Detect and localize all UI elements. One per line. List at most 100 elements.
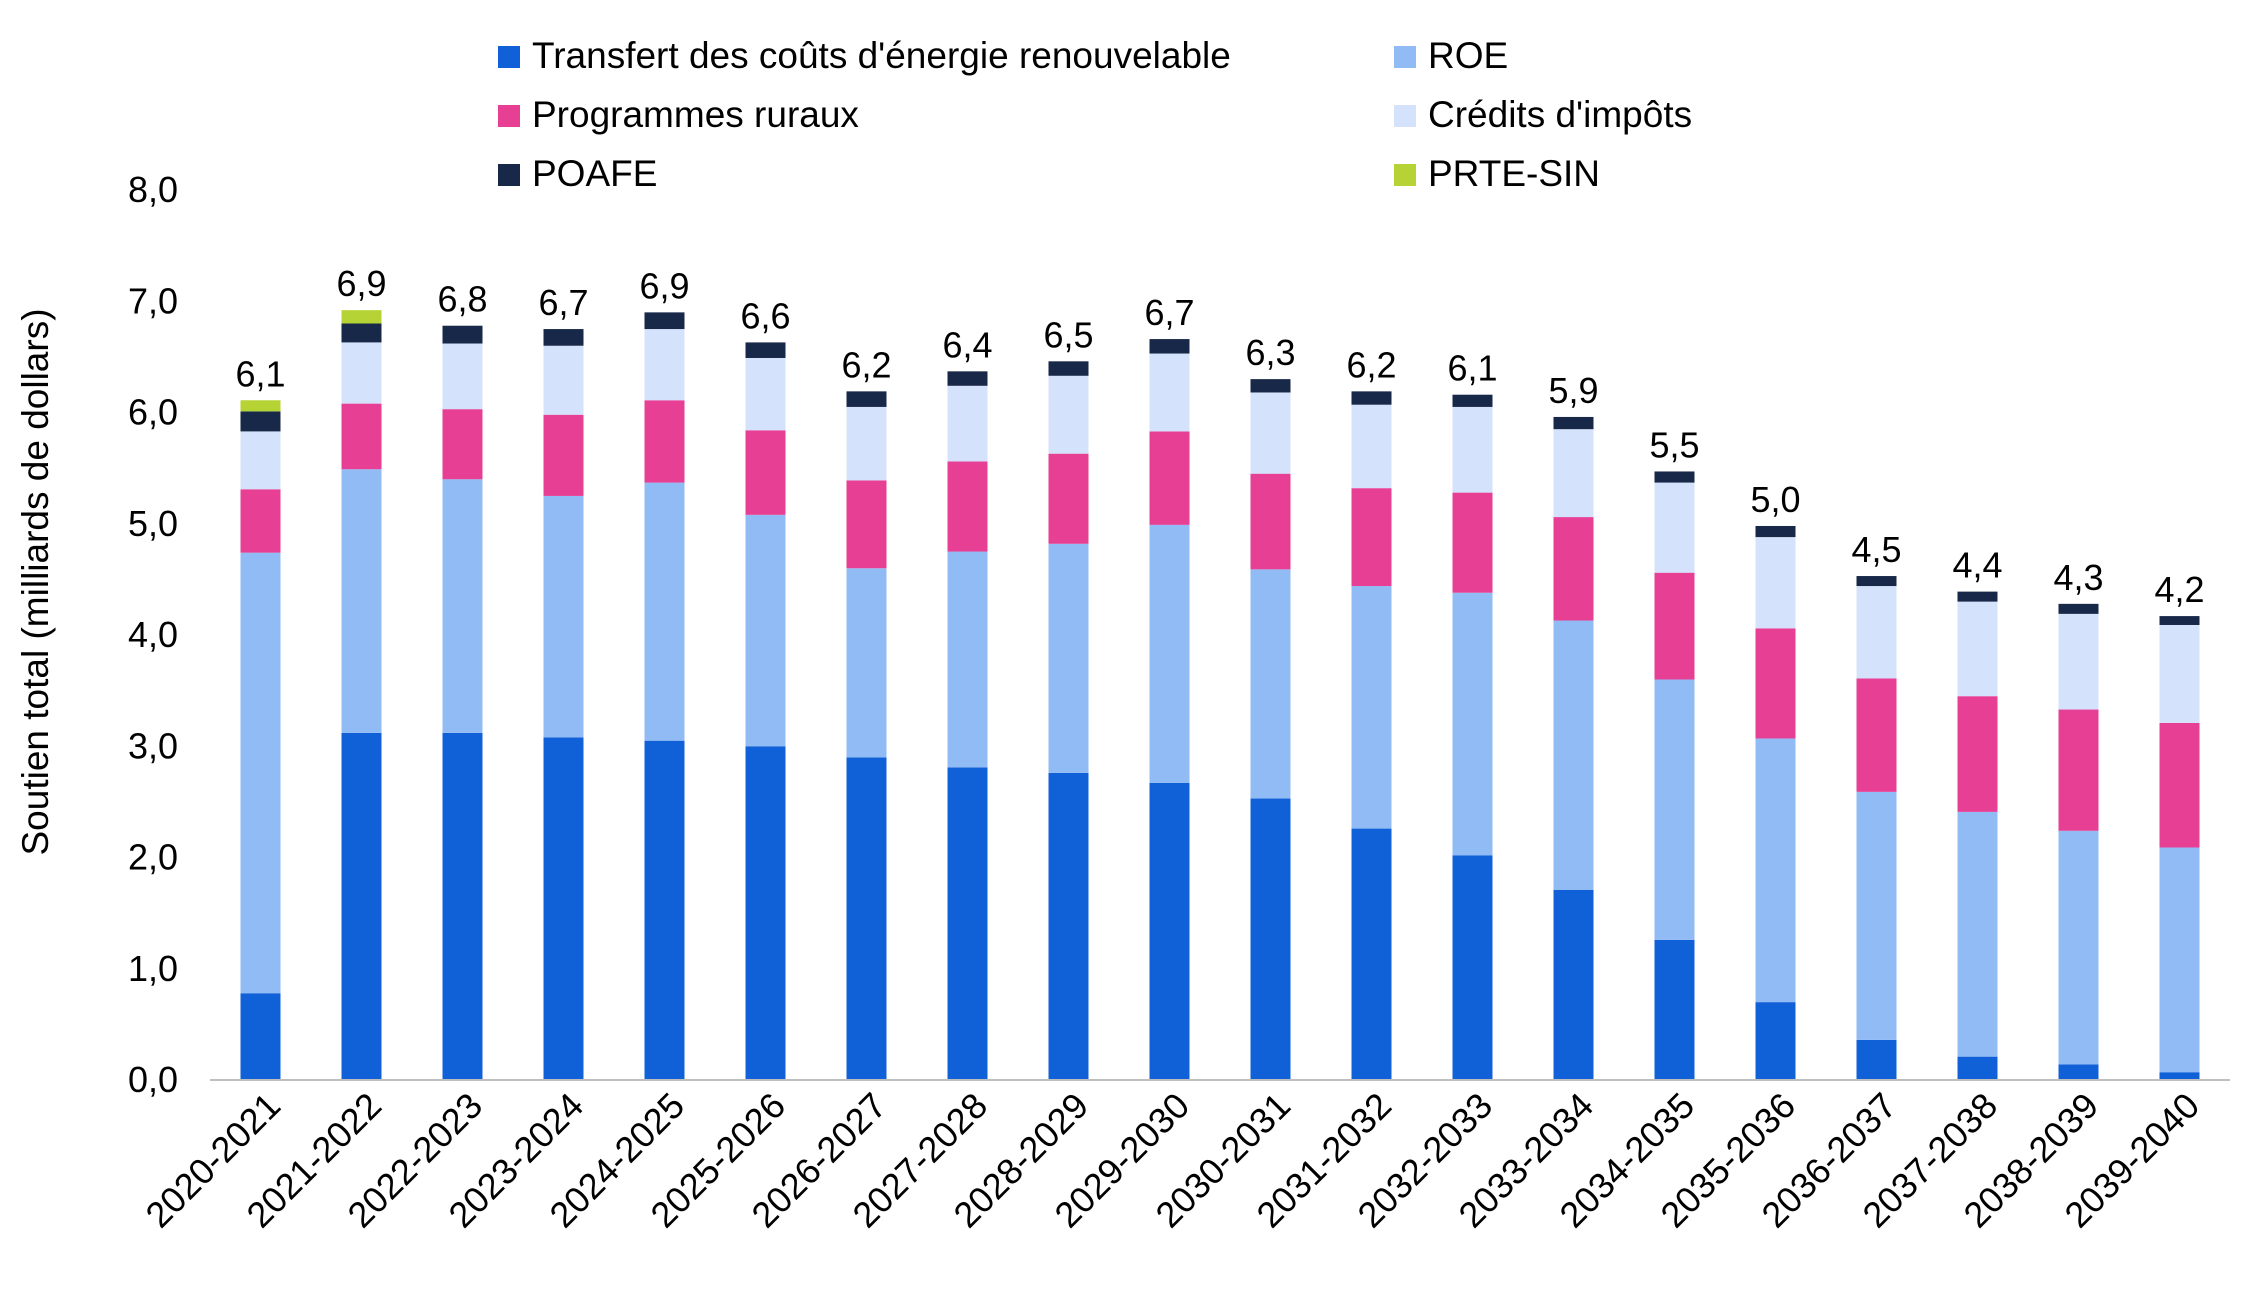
total-label: 5,5 [1649, 424, 1699, 465]
bar-stack-2038-2039 [2058, 603, 2099, 1080]
bar-segment-series-4 [1048, 361, 1089, 376]
bar-segment-series-3 [644, 329, 685, 401]
legend-label: Crédits d'impôts [1428, 94, 1692, 135]
total-label: 6,1 [1447, 348, 1497, 389]
bar-segment-series-0 [543, 737, 584, 1080]
total-labels: 6,1 6,9 6,8 6,7 6,9 6,6 6,2 6,4 6,5 6,7 6,3 6,2 6,1 5… [235, 263, 2204, 610]
total-label: 5,0 [1750, 479, 1800, 520]
bar-segment-series-1 [1452, 592, 1493, 856]
total-label: 6,3 [1245, 332, 1295, 373]
bar-segment-series-4 [442, 325, 483, 344]
legend-label: PRTE-SIN [1428, 153, 1600, 194]
bar-segment-series-3 [1250, 392, 1291, 474]
bar-segment-series-1 [240, 552, 281, 994]
total-label: 6,2 [1346, 344, 1396, 385]
bar-segment-series-0 [1654, 939, 1695, 1080]
bar-stack-2039-2040 [2159, 616, 2200, 1080]
bar-segment-series-4 [1856, 576, 1897, 587]
bar-segment-series-3 [1048, 375, 1089, 454]
y-tick-label: 4,0 [128, 614, 178, 655]
y-tick-label: 2,0 [128, 837, 178, 878]
y-axis-title: Soutien total (milliards de dollars) [15, 308, 56, 855]
bar-segment-series-5 [341, 310, 382, 324]
bar-stack-2026-2027 [846, 391, 887, 1080]
legend-item: PRTE-SIN [1394, 153, 1600, 194]
y-tick-label: 8,0 [128, 169, 178, 210]
bar-segment-series-3 [341, 342, 382, 404]
bar-segment-series-1 [341, 469, 382, 733]
bar-stack-2027-2028 [947, 371, 988, 1080]
total-label: 6,5 [1043, 314, 1093, 355]
bar-segment-series-2 [1856, 678, 1897, 792]
legend-item: Transfert des coûts d'énergie renouvelab… [498, 35, 1231, 76]
bar-segment-series-3 [1351, 404, 1392, 489]
bar-segment-series-2 [442, 409, 483, 480]
bar-segment-series-0 [1452, 855, 1493, 1080]
bar-segment-series-0 [1250, 798, 1291, 1080]
bar-stack-2020-2021 [240, 400, 281, 1080]
total-label: 6,9 [336, 263, 386, 304]
bar-segment-series-3 [1553, 429, 1594, 518]
legend-item: Programmes ruraux [498, 94, 859, 135]
bar-stack-2034-2035 [1654, 471, 1695, 1080]
bar-segment-series-0 [745, 746, 786, 1080]
bar-segment-series-3 [1452, 406, 1493, 493]
y-tick-label: 0,0 [128, 1059, 178, 1100]
total-label: 6,7 [1144, 292, 1194, 333]
total-label: 4,3 [2053, 557, 2103, 598]
bar-segment-series-1 [1149, 524, 1190, 783]
legend-swatch [1394, 46, 1416, 68]
bar-segment-series-2 [2159, 722, 2200, 848]
bar-segment-series-3 [846, 406, 887, 481]
bar-segment-series-0 [341, 732, 382, 1080]
bar-segment-series-4 [1452, 394, 1493, 407]
legend-label: POAFE [532, 153, 657, 194]
legend-swatch [498, 105, 520, 127]
bar-segment-series-2 [1755, 628, 1796, 739]
bar-segment-series-1 [2058, 830, 2099, 1065]
bar-segment-series-3 [1654, 482, 1695, 573]
bar-segment-series-3 [947, 385, 988, 462]
legend-label: Transfert des coûts d'énergie renouvelab… [532, 35, 1231, 76]
bar-segment-series-0 [240, 993, 281, 1080]
bar-segment-series-1 [947, 551, 988, 768]
bars [240, 310, 2200, 1080]
total-label: 6,9 [639, 265, 689, 306]
bar-segment-series-1 [1250, 569, 1291, 799]
bar-segment-series-2 [1351, 488, 1392, 587]
bar-segment-series-0 [1149, 782, 1190, 1080]
bar-segment-series-3 [442, 343, 483, 410]
bar-stack-2036-2037 [1856, 576, 1897, 1080]
bar-segment-series-2 [240, 489, 281, 553]
bar-segment-series-4 [341, 323, 382, 343]
legend-swatch [1394, 164, 1416, 186]
bar-segment-series-0 [846, 757, 887, 1080]
bar-segment-series-3 [543, 345, 584, 415]
bar-segment-series-4 [1755, 525, 1796, 538]
bar-segment-series-1 [1654, 679, 1695, 940]
y-axis: 0,0 1,0 2,0 3,0 4,0 5,0 6,0 7,0 8,0 [128, 169, 178, 1100]
bar-segment-series-0 [1048, 772, 1089, 1080]
bar-segment-series-4 [1250, 379, 1291, 393]
bar-segment-series-2 [745, 430, 786, 515]
bar-segment-series-3 [1856, 586, 1897, 679]
legend-label: Programmes ruraux [532, 94, 859, 135]
bar-stack-2025-2026 [745, 342, 786, 1080]
bar-segment-series-4 [1351, 391, 1392, 405]
bar-segment-series-4 [846, 391, 887, 407]
bar-stack-2022-2023 [442, 325, 483, 1080]
bar-segment-series-4 [1957, 591, 1998, 602]
legend-item: POAFE [498, 153, 657, 194]
total-label: 6,4 [942, 324, 992, 365]
total-label: 6,6 [740, 295, 790, 336]
bar-segment-series-0 [1351, 828, 1392, 1080]
bar-segment-series-0 [2058, 1064, 2099, 1080]
total-label: 4,2 [2154, 569, 2204, 610]
bar-segment-series-3 [1149, 353, 1190, 432]
bar-segment-series-1 [1755, 738, 1796, 1003]
bar-segment-series-3 [745, 357, 786, 431]
y-tick-label: 3,0 [128, 725, 178, 766]
y-tick-label: 1,0 [128, 948, 178, 989]
bar-segment-series-0 [947, 767, 988, 1080]
